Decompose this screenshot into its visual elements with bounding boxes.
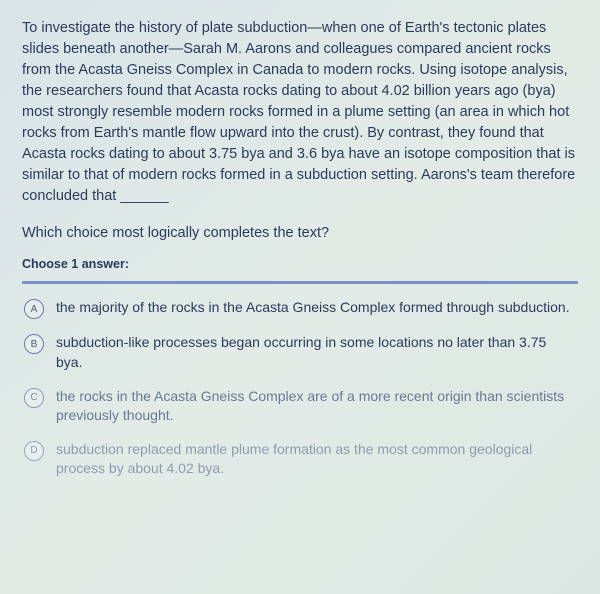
options-divider — [22, 281, 578, 284]
option-d[interactable]: D subduction replaced mantle plume forma… — [22, 440, 578, 479]
option-b[interactable]: B subduction-like processes began occurr… — [22, 333, 578, 372]
option-b-radio[interactable]: B — [24, 334, 44, 354]
option-a-text: the majority of the rocks in the Acasta … — [56, 298, 576, 318]
option-c[interactable]: C the rocks in the Acasta Gneiss Complex… — [22, 387, 578, 426]
option-d-radio[interactable]: D — [24, 441, 44, 461]
option-a[interactable]: A the majority of the rocks in the Acast… — [22, 298, 578, 319]
option-c-radio[interactable]: C — [24, 388, 44, 408]
option-d-text: subduction replaced mantle plume formati… — [56, 440, 576, 479]
option-a-radio[interactable]: A — [24, 299, 44, 319]
options-list: A the majority of the rocks in the Acast… — [22, 298, 578, 479]
option-b-text: subduction-like processes began occurrin… — [56, 333, 576, 372]
question-prompt: Which choice most logically completes th… — [22, 223, 578, 243]
choose-label: Choose 1 answer: — [22, 257, 578, 271]
option-c-text: the rocks in the Acasta Gneiss Complex a… — [56, 387, 576, 426]
passage-text: To investigate the history of plate subd… — [22, 18, 578, 207]
